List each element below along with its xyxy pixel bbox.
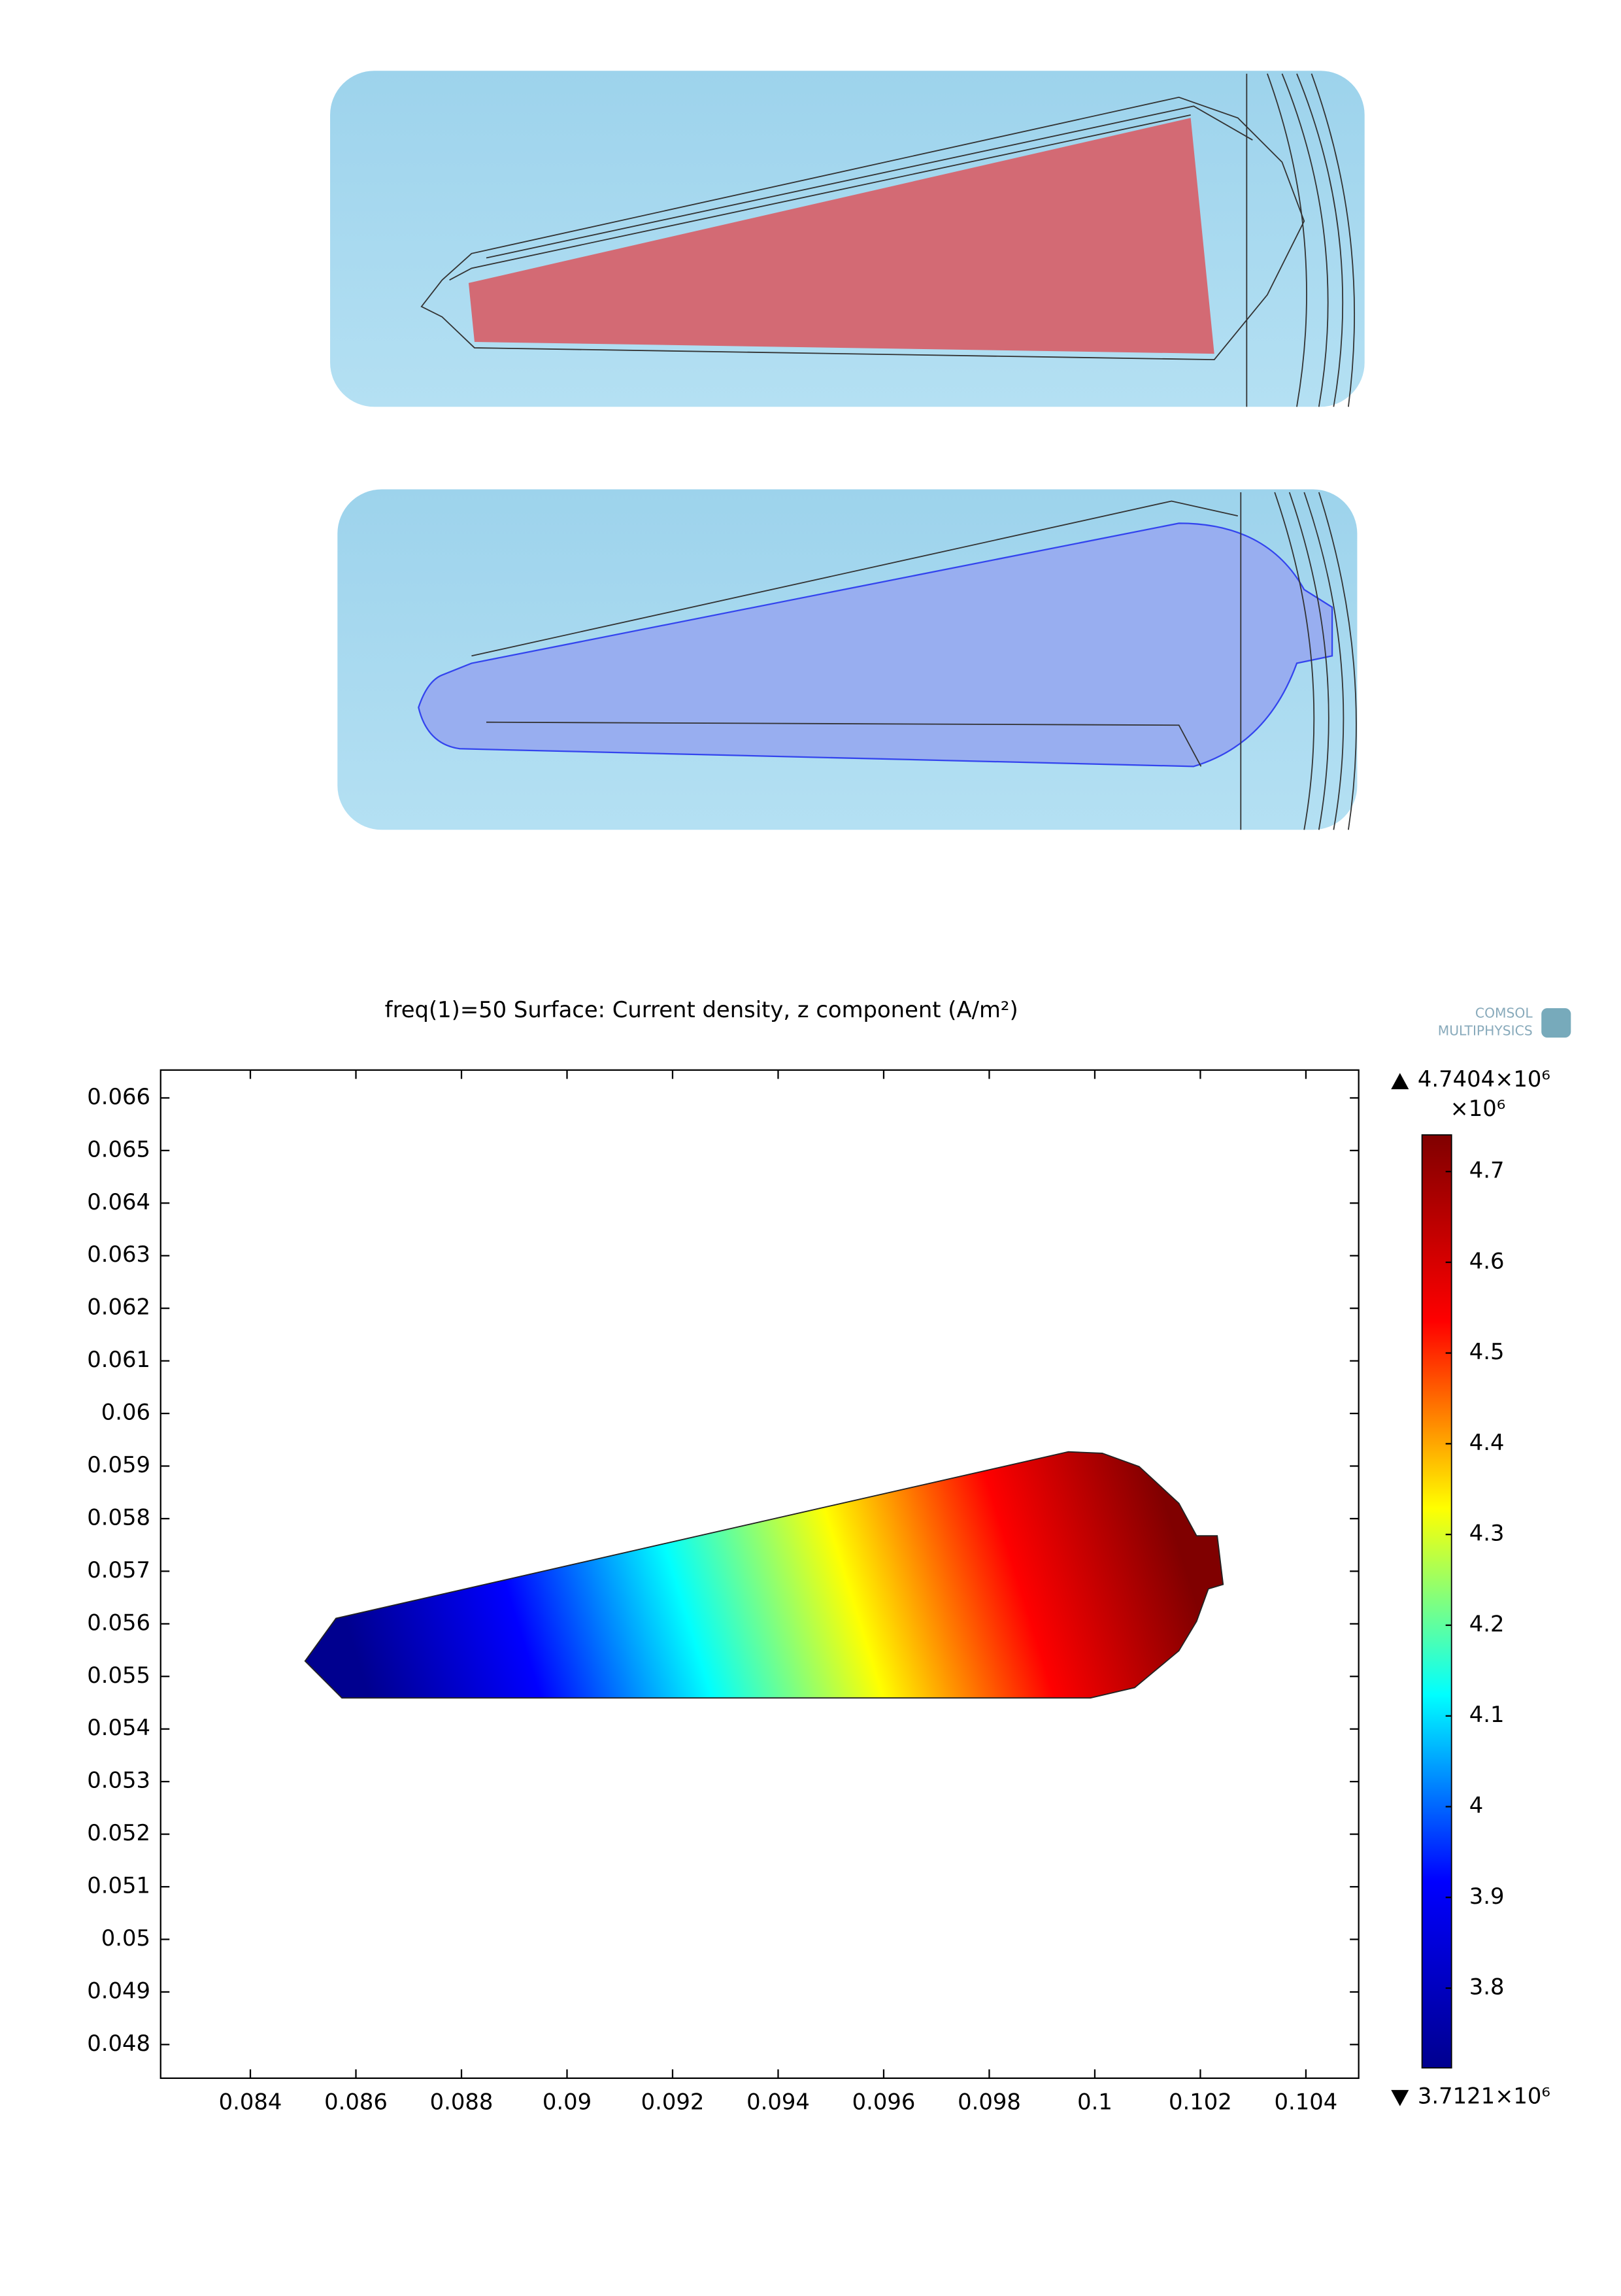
x-tick-label: 0.096 (852, 2089, 916, 2115)
min-marker (1391, 2089, 1409, 2106)
y-tick-label: 0.057 (87, 1557, 150, 1583)
colorbar-tick-label: 3.9 (1469, 1883, 1505, 1909)
y-tick-label: 0.048 (87, 2031, 150, 2056)
plot-title: freq(1)=50 Surface: Current density, z c… (385, 997, 1018, 1022)
geometry-view-1 (330, 71, 1365, 407)
x-tick-label: 0.084 (219, 2089, 282, 2115)
colorbar-tick-label: 4.6 (1469, 1248, 1505, 1274)
colorbar-tick-label: 4 (1469, 1793, 1484, 1818)
x-tick-label: 0.098 (958, 2089, 1021, 2115)
y-tick-label: 0.054 (87, 1715, 150, 1740)
colorbar-max: 4.7404×10⁶ (1418, 1066, 1550, 1092)
x-tick-label: 0.102 (1169, 2089, 1232, 2115)
logo-text: COMSOL (1475, 1005, 1533, 1021)
x-tick-label: 0.1 (1077, 2089, 1112, 2115)
y-tick-label: 0.055 (87, 1663, 150, 1688)
y-tick-label: 0.058 (87, 1504, 150, 1530)
x-tick-label: 0.088 (430, 2089, 493, 2115)
logo-text: MULTIPHYSICS (1438, 1023, 1533, 1039)
y-tick-label: 0.05 (101, 1925, 150, 1951)
x-tick-label: 0.104 (1275, 2089, 1338, 2115)
geometry-view-2 (337, 489, 1358, 830)
colorbar-min: 3.7121×10⁶ (1418, 2084, 1550, 2109)
y-tick-label: 0.051 (87, 1873, 150, 1899)
colorbar-tick-label: 4.1 (1469, 1702, 1505, 1727)
colorbar-tick-label: 4.3 (1469, 1521, 1505, 1546)
max-marker (1391, 1073, 1409, 1090)
colorbar (1421, 1134, 1452, 2068)
colorbar-tick-label: 4.2 (1469, 1611, 1505, 1636)
y-tick-label: 0.053 (87, 1768, 150, 1793)
y-tick-label: 0.064 (87, 1189, 150, 1215)
logo-icon (1541, 1008, 1571, 1038)
y-tick-label: 0.066 (87, 1084, 150, 1109)
colorbar-tick-label: 4.4 (1469, 1430, 1505, 1455)
colorbar-tick-label: 4.7 (1469, 1158, 1505, 1183)
y-tick-label: 0.059 (87, 1452, 150, 1477)
x-tick-label: 0.09 (543, 2089, 592, 2115)
y-tick-label: 0.056 (87, 1610, 150, 1635)
colorbar-tick-label: 4.5 (1469, 1339, 1505, 1364)
y-tick-label: 0.065 (87, 1136, 150, 1162)
y-tick-label: 0.061 (87, 1347, 150, 1372)
y-tick-label: 0.052 (87, 1820, 150, 1846)
x-tick-label: 0.092 (641, 2089, 705, 2115)
colorbar-scale: ×10⁶ (1450, 1096, 1505, 1121)
colorbar-tick-label: 3.8 (1469, 1974, 1505, 2000)
x-tick-label: 0.086 (324, 2089, 388, 2115)
plot-frame (159, 1069, 1360, 2079)
y-tick-label: 0.06 (101, 1400, 150, 1425)
y-tick-label: 0.049 (87, 1978, 150, 2003)
y-tick-label: 0.063 (87, 1241, 150, 1267)
surface-plot (304, 1451, 1224, 1699)
x-tick-label: 0.094 (746, 2089, 810, 2115)
y-tick-label: 0.062 (87, 1294, 150, 1320)
